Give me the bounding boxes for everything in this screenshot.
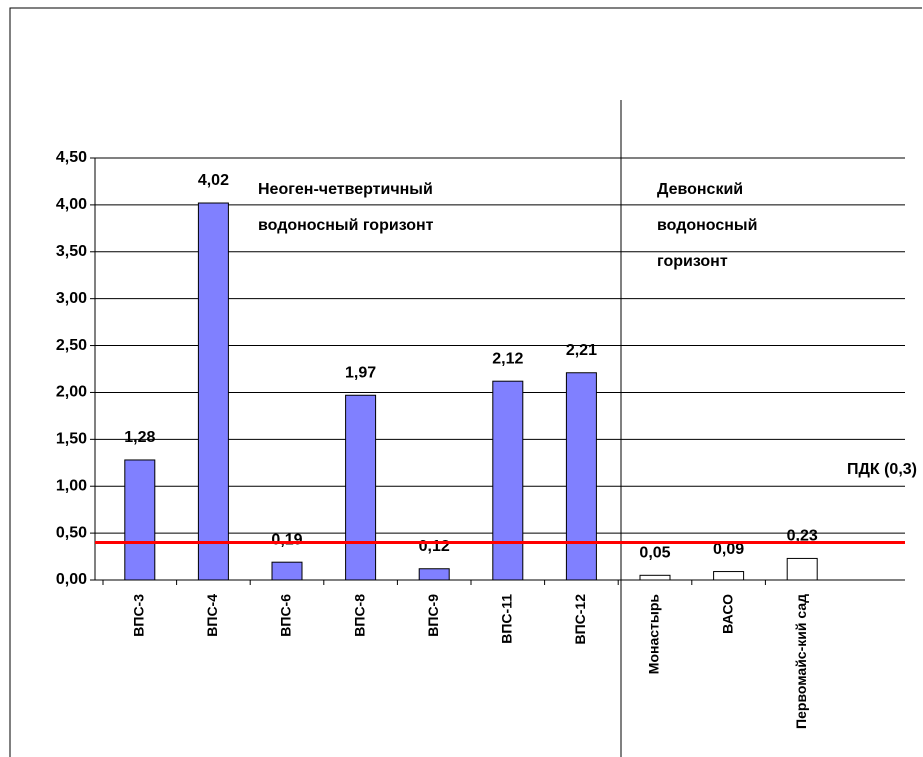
- y-tick-label: 4,00: [56, 196, 87, 213]
- bar: [124, 459, 156, 581]
- bar: [639, 574, 671, 581]
- bar: [345, 394, 377, 581]
- frame: [9, 7, 922, 757]
- y-tick-label: 1,00: [56, 477, 87, 494]
- x-tick-label: ВПС-3: [131, 594, 147, 637]
- value-label: 0,12: [419, 538, 450, 555]
- x-tick-label: ВПС-8: [351, 594, 367, 637]
- bar: [713, 571, 745, 581]
- x-tick-label: ВПС-11: [499, 594, 515, 644]
- bar: [492, 380, 524, 581]
- bar: [197, 202, 229, 581]
- value-label: 0,09: [713, 541, 744, 558]
- y-tick-label: 0,50: [56, 524, 87, 541]
- y-tick-label: 2,00: [56, 384, 87, 401]
- y-tick-label: 0,00: [56, 571, 87, 588]
- value-label: 1,28: [124, 429, 155, 446]
- value-label: 2,12: [492, 350, 523, 367]
- value-label: 0,05: [639, 545, 670, 562]
- annotation: Девонский: [657, 181, 743, 198]
- x-tick-label: ВПС-4: [204, 594, 220, 637]
- x-tick-label: ВПС-9: [425, 594, 441, 637]
- bar: [271, 561, 303, 581]
- annotation: Неоген-четвертичный: [258, 181, 433, 198]
- x-tick-label: ВПС-6: [278, 594, 294, 637]
- x-tick-label: ВАСО: [719, 594, 735, 634]
- reference-label: ПДК (0,3): [847, 461, 917, 478]
- value-label: 2,21: [566, 342, 597, 359]
- x-tick-label: Монастырь: [646, 594, 662, 675]
- value-label: 1,97: [345, 364, 376, 381]
- value-label: 0,23: [787, 528, 818, 545]
- bar: [565, 372, 597, 581]
- y-tick-label: 2,50: [56, 337, 87, 354]
- x-tick-label: Первомайс-кий сад: [793, 594, 809, 729]
- y-tick-label: 1,50: [56, 431, 87, 448]
- annotation: горизонт: [657, 253, 728, 270]
- y-tick-label: 4,50: [56, 149, 87, 166]
- x-tick-label: ВПС-12: [572, 594, 588, 645]
- y-tick-label: 3,00: [56, 290, 87, 307]
- value-label: 4,02: [198, 172, 229, 189]
- annotation: водоносный горизонт: [258, 217, 434, 234]
- value-label: 0,19: [271, 531, 302, 548]
- bar: [786, 557, 818, 581]
- y-tick-label: 3,50: [56, 243, 87, 260]
- annotation: водоносный: [657, 217, 757, 234]
- bar: [418, 568, 450, 581]
